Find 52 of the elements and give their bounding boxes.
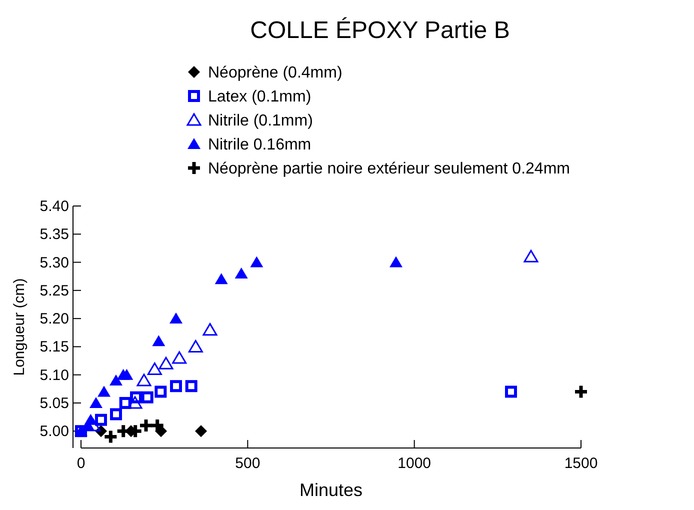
point (136, 374, 152, 386)
point (390, 256, 402, 268)
x-axis-title: Minutes (299, 480, 363, 500)
y-tick-label: 5.35 (40, 226, 69, 244)
point (185, 380, 198, 392)
point (119, 396, 132, 409)
point (158, 356, 174, 370)
point (202, 323, 218, 336)
y-tick-label: 5.05 (40, 394, 69, 412)
point (147, 362, 162, 375)
point (188, 340, 203, 352)
point (130, 391, 142, 404)
point (195, 425, 207, 438)
x-tick-label: 500 (235, 455, 260, 472)
chart-title: COLLE ÉPOXY Partie B (250, 17, 510, 44)
x-tick-label: 0 (76, 455, 86, 472)
point (170, 380, 182, 392)
x-tick-label: 1500 (564, 455, 598, 472)
point (172, 351, 187, 364)
point (234, 268, 248, 279)
y-tick-label: 5.10 (40, 366, 69, 384)
x-tick-label: 1000 (398, 455, 432, 472)
point (214, 273, 228, 284)
point (90, 396, 102, 408)
legend-label: Nitrile (0.1mm) (208, 112, 313, 130)
point (505, 386, 517, 398)
point (128, 396, 142, 409)
point (95, 414, 107, 426)
point (98, 386, 110, 397)
legend-label: Néoprène (0.4mm) (208, 64, 342, 82)
point (102, 428, 118, 444)
y-tick-label: 5.15 (40, 338, 69, 356)
point (152, 335, 166, 346)
point (138, 418, 154, 434)
point (141, 391, 154, 404)
y-tick-label: 5.30 (40, 254, 69, 272)
point (110, 408, 122, 420)
point (154, 386, 167, 398)
legend-label: Néoprène partie noire extérieur seulement 0.24mm (208, 160, 570, 178)
y-tick-label: 5.00 (40, 423, 69, 440)
point (250, 256, 264, 268)
legend-label: Latex (0.1mm) (208, 88, 312, 106)
legend-label: Nitrile 0.16mm (208, 136, 312, 154)
y-tick-label: 5.25 (40, 282, 69, 300)
point (120, 368, 134, 380)
y-tick-label: 5.40 (40, 198, 69, 215)
point (524, 250, 538, 262)
y-tick-label: 5.20 (40, 310, 69, 328)
point (110, 374, 122, 386)
point (170, 312, 182, 324)
y-axis-title: Longueur (cm) (11, 278, 28, 376)
point (573, 384, 589, 400)
